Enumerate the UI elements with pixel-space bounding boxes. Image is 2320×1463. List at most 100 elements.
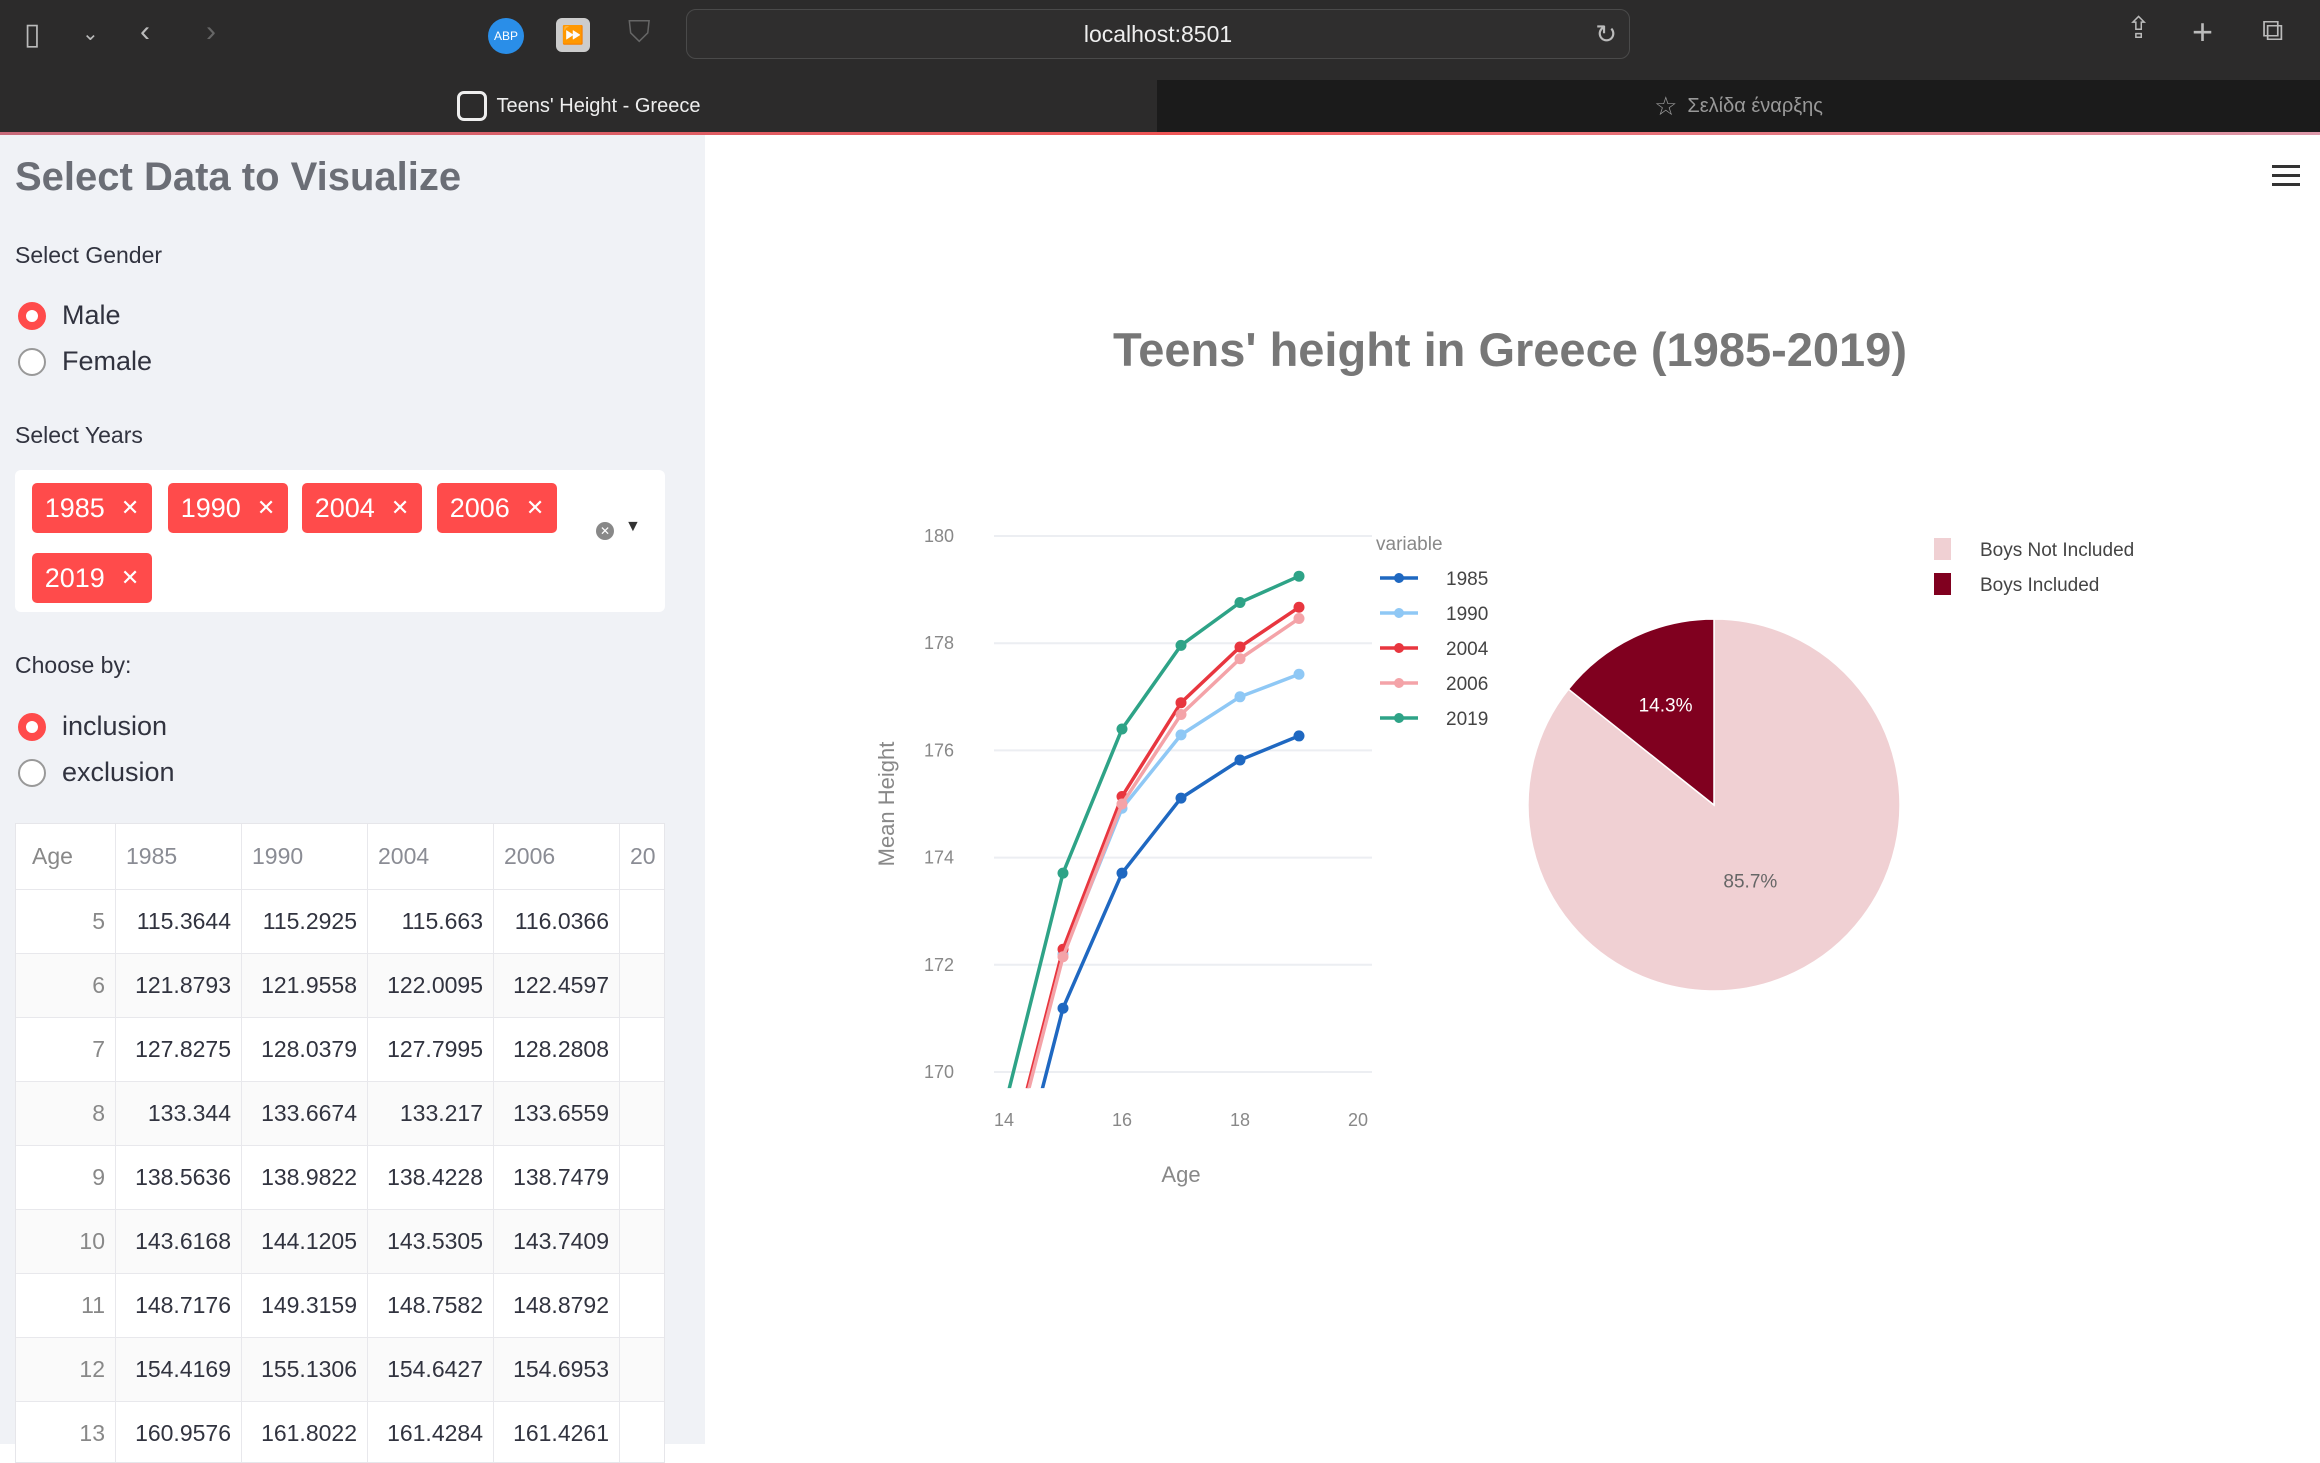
- address-bar[interactable]: localhost:8501 ↻: [686, 9, 1630, 59]
- table-cell: 133.217: [368, 1082, 494, 1145]
- share-icon[interactable]: ⇪: [2126, 12, 2152, 45]
- year-tag-2004[interactable]: 2004 ✕: [302, 483, 422, 533]
- menu-icon[interactable]: [2272, 165, 2300, 192]
- table-cell: 148.7176: [116, 1274, 242, 1337]
- data-point-2004: [1175, 697, 1187, 709]
- row-index: 5: [16, 890, 116, 953]
- year-tag-2019[interactable]: 2019 ✕: [32, 553, 152, 603]
- data-point-1985: [1057, 1002, 1069, 1014]
- new-tab-icon[interactable]: +: [2192, 11, 2214, 52]
- row-index: 10: [16, 1210, 116, 1273]
- shield-icon[interactable]: ⛉: [628, 16, 651, 49]
- row-index: 7: [16, 1018, 116, 1081]
- table-cell: 1·: [620, 1210, 664, 1273]
- row-index: 8: [16, 1082, 116, 1145]
- table-cell: 133.6674: [242, 1082, 368, 1145]
- chevron-down-icon[interactable]: ⌄: [82, 23, 99, 45]
- data-point-1985: [1116, 867, 1128, 879]
- table-cell: 121.8793: [116, 954, 242, 1017]
- pie-chart: 85.7% Boys Not Included 14.3% Boys Included: [1527, 538, 2134, 992]
- table-cell: 148.8792: [494, 1274, 620, 1337]
- chart-title: Teens' height in Greece (1985-2019): [1113, 323, 1907, 376]
- legend-swatch: [1934, 573, 1951, 595]
- dropdown-caret-icon[interactable]: ▼: [625, 518, 641, 535]
- series-line-1985: [1040, 734, 1300, 1089]
- radio-label: inclusion: [62, 711, 168, 741]
- radio-label: Male: [62, 300, 121, 330]
- row-index: 6: [16, 954, 116, 1017]
- remove-tag-icon[interactable]: ✕: [525, 495, 545, 520]
- table-cell: 138.4228: [368, 1146, 494, 1209]
- back-icon[interactable]: ‹: [140, 15, 150, 48]
- table-cell: 1:: [620, 954, 664, 1017]
- remove-tag-icon[interactable]: ✕: [390, 495, 410, 520]
- remove-tag-icon[interactable]: ✕: [120, 565, 140, 590]
- table-cell: 116.0366: [494, 890, 620, 953]
- table-cell: 1(: [620, 1402, 664, 1462]
- year-tag-1990[interactable]: 1990 ✕: [168, 483, 288, 533]
- browser-toolbar: ▯ ⌄ ‹ › ABP ⏩ ⛉ localhost:8501 ↻ ⇪ + ⧉: [0, 0, 2320, 80]
- adblock-icon[interactable]: ABP: [488, 18, 524, 54]
- data-point-2019: [1293, 570, 1305, 582]
- year-tag-1985[interactable]: 1985 ✕: [32, 483, 152, 533]
- tag-label: 2006: [449, 492, 510, 523]
- y-tick-label: 178: [924, 633, 954, 653]
- legend-marker: [1394, 608, 1404, 618]
- data-point-2019: [1057, 867, 1069, 879]
- clear-all-icon[interactable]: ✕: [596, 522, 614, 540]
- data-table[interactable]: Age 1985 1990 2004 2006 20 5 115.3644 115.2925 11…: [15, 823, 665, 1463]
- year-tag-2006[interactable]: 2006 ✕: [437, 483, 557, 533]
- series-line-2004: [1025, 605, 1300, 1089]
- radio-exclusion[interactable]: exclusion: [18, 757, 175, 788]
- table-cell: 154.6953: [494, 1338, 620, 1401]
- gender-label: Select Gender: [15, 242, 163, 268]
- table-cell: 144.1205: [242, 1210, 368, 1273]
- sidebar-toggle-icon[interactable]: ▯: [24, 18, 41, 51]
- table-cell: 155.1306: [242, 1338, 368, 1401]
- data-point-1985: [1175, 792, 1187, 804]
- data-point-2006: [1116, 798, 1128, 810]
- table-cell: 1!: [620, 1274, 664, 1337]
- series-line-2019: [1007, 574, 1300, 1089]
- radio-inclusion[interactable]: inclusion: [18, 711, 167, 742]
- table-cell: 1!: [620, 1338, 664, 1401]
- table-cell: 128.2808: [494, 1018, 620, 1081]
- url-text: localhost:8501: [1083, 20, 1233, 47]
- data-point-1990: [1175, 729, 1187, 741]
- remove-tag-icon[interactable]: ✕: [256, 495, 276, 520]
- sidebar-title: Select Data to Visualize: [15, 155, 462, 199]
- tab-start-page[interactable]: ☆ Σελίδα έναρξης: [1157, 80, 2320, 132]
- y-axis-label: Mean Height: [874, 742, 899, 867]
- radio-female[interactable]: Female: [18, 346, 152, 377]
- years-multiselect[interactable]: 1985 ✕ 1990 ✕ 2004 ✕ 2006 ✕ 2019 ✕ ✕ ▼: [15, 470, 665, 612]
- legend-label: 2004: [1446, 639, 1489, 660]
- table-cell: 133.6559: [494, 1082, 620, 1145]
- plot-area: [1007, 570, 1305, 1089]
- legend-label: Boys Included: [1980, 575, 2099, 596]
- x-tick-label: 18: [1230, 1110, 1250, 1130]
- legend-label: 1985: [1446, 569, 1488, 590]
- radio-male[interactable]: Male: [18, 300, 121, 331]
- data-point-1985: [1293, 730, 1305, 742]
- remove-tag-icon[interactable]: ✕: [120, 495, 140, 520]
- tabs-overview-icon[interactable]: ⧉: [2262, 14, 2284, 47]
- forward-icon[interactable]: ›: [206, 15, 216, 48]
- radio-dot-selected: [18, 712, 46, 741]
- table-cell: 143.6168: [116, 1210, 242, 1273]
- reload-icon[interactable]: ↻: [1595, 18, 1617, 49]
- legend-marker: [1394, 573, 1404, 583]
- tab-teens-height[interactable]: Teens' Height - Greece: [0, 80, 1157, 132]
- tab-label: Σελίδα έναρξης: [1687, 94, 1823, 117]
- data-point-2019: [1175, 639, 1187, 651]
- line-chart: 170 172 174 176 178 180 14 16 18 20 Age Mean Height…: [874, 526, 1489, 1187]
- column-header: Age: [16, 824, 116, 889]
- column-header: 2006: [494, 824, 620, 889]
- extension-icon[interactable]: ⏩: [556, 18, 590, 52]
- table-cell: 148.7582: [368, 1274, 494, 1337]
- x-tick-label: 20: [1348, 1110, 1368, 1130]
- y-tick-label: 174: [924, 848, 954, 868]
